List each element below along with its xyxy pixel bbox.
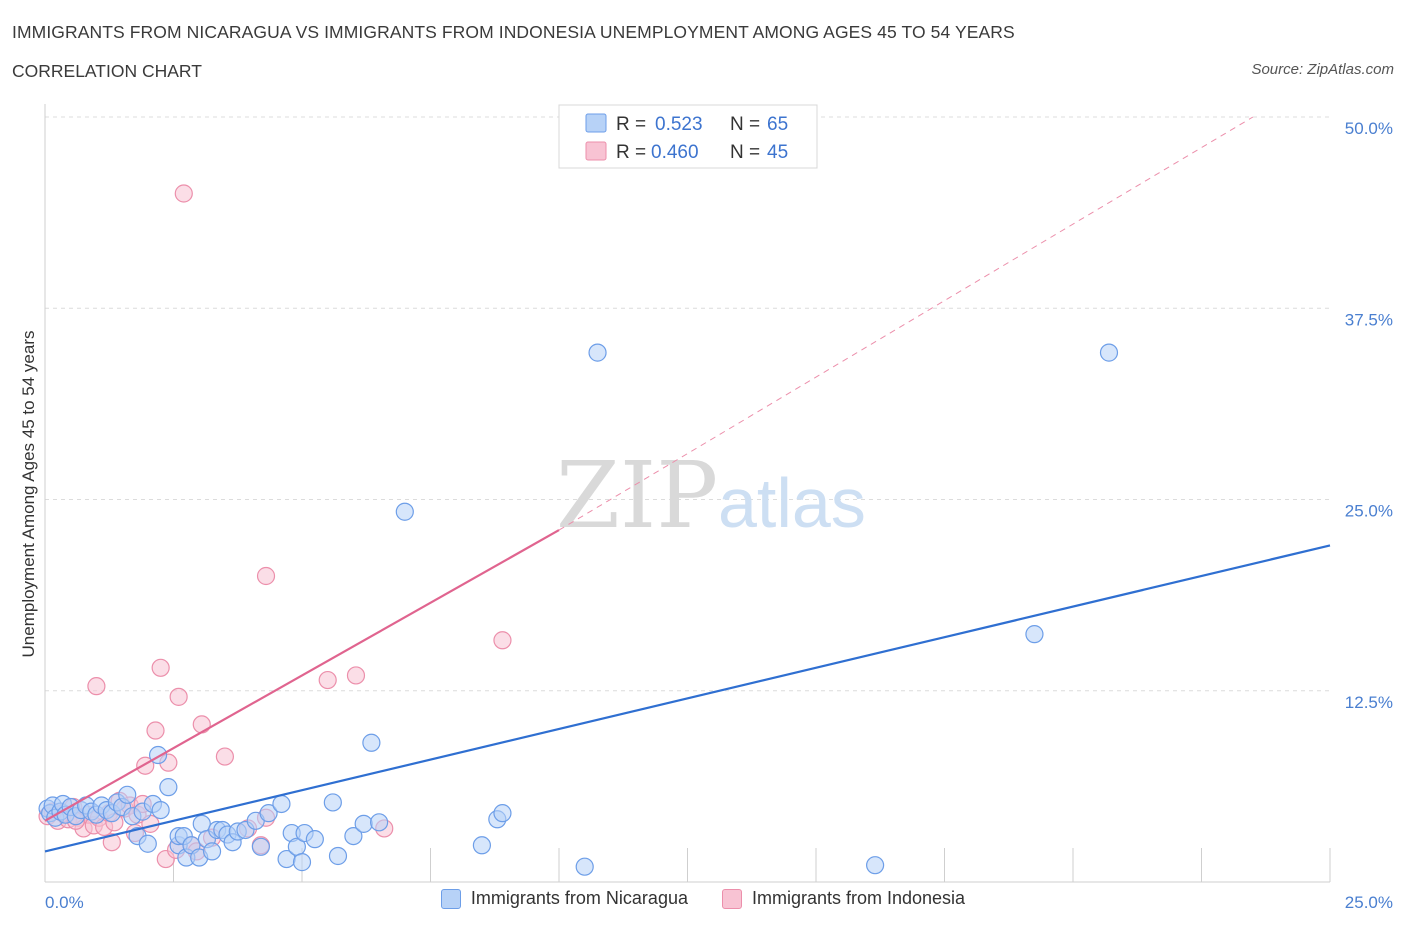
indonesia-point	[256, 566, 276, 586]
nicaragua-point	[866, 856, 885, 875]
indonesia-point	[346, 666, 366, 685]
indonesia-point	[493, 631, 512, 650]
indonesia-point	[215, 747, 234, 766]
legend-r-label-nicaragua: R =	[616, 114, 646, 135]
nicaragua-point	[575, 857, 594, 876]
axes	[44, 104, 1331, 883]
legend-r-label-indonesia: R =	[616, 142, 646, 163]
nicaragua-point	[259, 804, 278, 823]
legend-label-nicaragua: Immigrants from Nicaragua	[470, 888, 688, 908]
nicaragua-point	[151, 800, 170, 820]
indonesia-points	[38, 184, 512, 869]
nicaragua-point	[395, 502, 414, 521]
y-tick-label: 50.0%	[1345, 119, 1393, 138]
nicaragua-point	[118, 785, 137, 804]
tick-labels: 12.5% 25.0% 37.5% 50.0% 0.0% 25.0%	[45, 119, 1393, 912]
y-axis-label: Unemployment Among Ages 45 to 54 years	[19, 331, 38, 658]
trend-lines	[44, 116, 1331, 853]
indonesia-trend-line	[44, 529, 560, 822]
nicaragua-point	[251, 837, 270, 856]
series-legend: Immigrants from Nicaragua Immigrants fro…	[0, 888, 1406, 909]
y-tick-label: 37.5%	[1345, 310, 1393, 329]
nicaragua-point	[328, 846, 348, 866]
x-tick-label: 0.0%	[45, 893, 84, 912]
source-credit: Source: ZipAtlas.com	[1251, 61, 1394, 78]
nicaragua-point	[192, 814, 211, 833]
indonesia-point	[146, 721, 165, 740]
nicaragua-point	[370, 813, 389, 832]
legend-label-indonesia: Immigrants from Indonesia	[751, 888, 966, 908]
legend-n-value-indonesia: 45	[767, 142, 788, 163]
y-tick-label: 12.5%	[1345, 693, 1393, 712]
indonesia-point	[174, 184, 193, 203]
legend-r-value-indonesia: 0.460	[651, 142, 699, 163]
nicaragua-point	[362, 733, 381, 752]
correlation-legend: R = 0.523 N = 65 R = 0.460 N = 45	[558, 104, 818, 169]
indonesia-point	[318, 670, 337, 690]
indonesia-point	[192, 715, 211, 734]
nicaragua-point	[1025, 625, 1044, 644]
nicaragua-point	[344, 826, 363, 846]
nicaragua-point	[1099, 343, 1119, 362]
nicaragua-point	[354, 814, 373, 833]
legend-swatch-indonesia	[721, 888, 742, 909]
indonesia-trend-extension	[558, 116, 1254, 531]
legend-swatch-indonesia	[585, 141, 607, 161]
legend-n-label-nicaragua: N =	[730, 114, 760, 135]
nicaragua-point	[202, 842, 222, 861]
x-tick-label: 25.0%	[1345, 893, 1393, 912]
gridlines	[45, 116, 1330, 692]
legend-n-label-indonesia: N =	[730, 142, 760, 163]
watermark: ZIP atlas	[556, 442, 866, 549]
indonesia-point	[169, 687, 188, 706]
nicaragua-point	[292, 853, 312, 872]
indonesia-point	[151, 658, 170, 677]
chart-subtitle: CORRELATION CHART	[12, 61, 202, 81]
legend-r-value-nicaragua: 0.523	[655, 114, 703, 135]
nicaragua-point	[472, 836, 491, 855]
watermark-zip: ZIP	[556, 442, 718, 549]
nicaragua-point	[272, 794, 291, 814]
nicaragua-point	[305, 830, 324, 849]
nicaragua-point	[588, 343, 607, 362]
nicaragua-trend-line	[44, 544, 1331, 853]
y-tick-label: 25.0%	[1345, 502, 1393, 521]
indonesia-point	[102, 833, 121, 852]
nicaragua-point	[159, 778, 178, 797]
chart-title: IMMIGRANTS FROM NICARAGUA VS IMMIGRANTS …	[12, 22, 1015, 42]
legend-swatch-nicaragua	[440, 888, 461, 909]
nicaragua-point	[493, 804, 512, 823]
nicaragua-point	[323, 793, 342, 812]
watermark-atlas: atlas	[718, 464, 866, 542]
indonesia-point	[87, 677, 106, 696]
nicaragua-point	[138, 834, 157, 853]
nicaragua-points	[38, 343, 1119, 876]
legend-item-nicaragua[interactable]: Immigrants from Nicaragua	[440, 888, 688, 909]
legend-item-indonesia[interactable]: Immigrants from Indonesia	[721, 888, 966, 909]
legend-swatch-nicaragua	[585, 113, 607, 133]
legend-n-value-nicaragua: 65	[767, 114, 788, 135]
